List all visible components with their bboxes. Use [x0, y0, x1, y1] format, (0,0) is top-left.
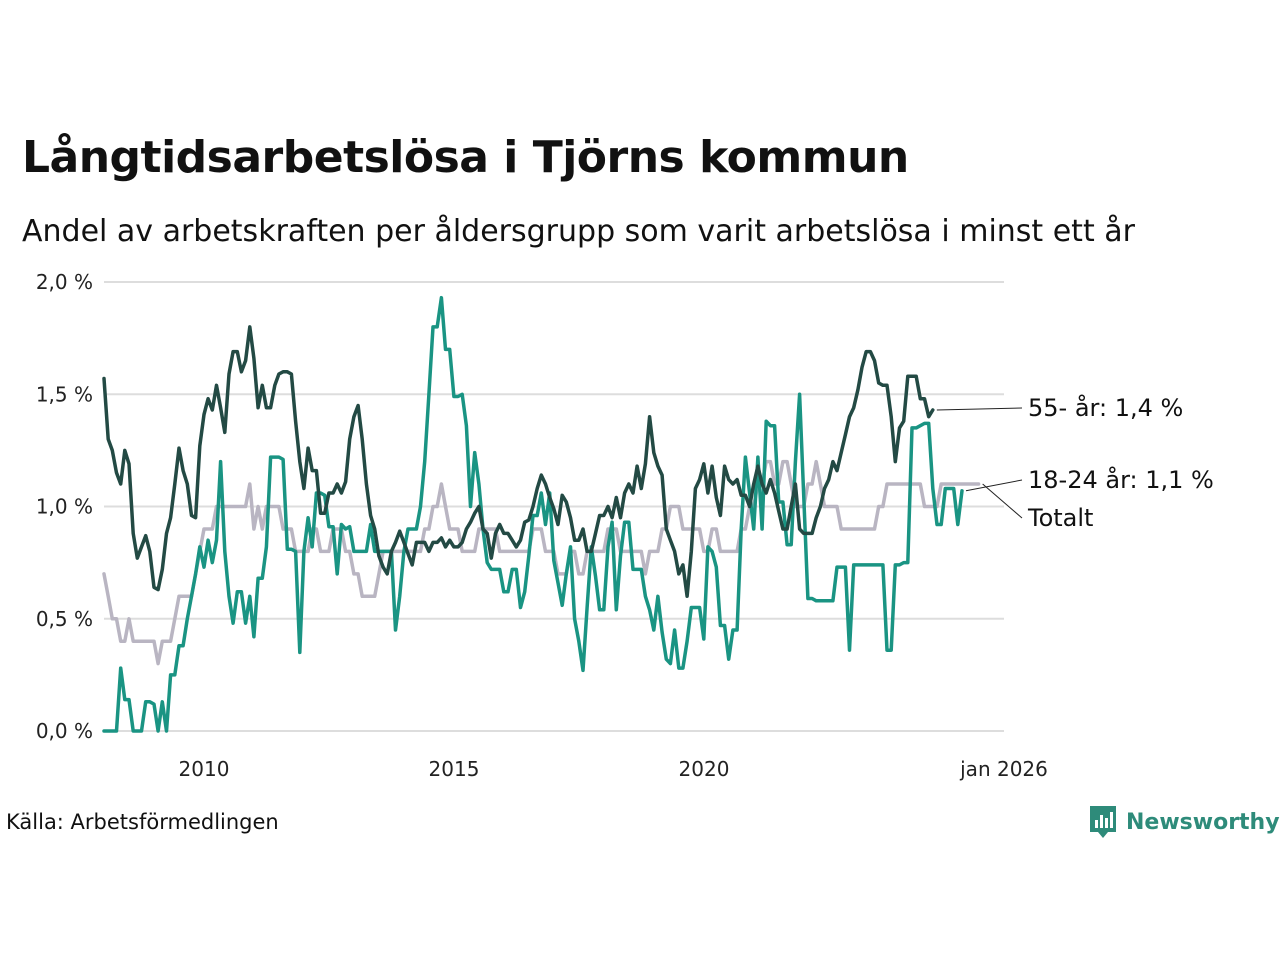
chart-title: Långtidsarbetslösa i Tjörns kommun	[22, 132, 909, 183]
y-tick-label: 0,0 %	[36, 719, 93, 743]
brand-name: Newsworthy	[1126, 809, 1280, 835]
label-leader-line	[965, 479, 1023, 492]
x-tick-label: 2010	[179, 757, 230, 781]
series-line-55-r	[102, 325, 935, 599]
end-label: Totalt	[1027, 504, 1093, 532]
x-axis-ticks: 2010 2015 2020 jan 2026	[179, 757, 1048, 781]
y-tick-label: 1,5 %	[36, 382, 93, 406]
x-tick-label: 2020	[679, 757, 730, 781]
source-note: Källa: Arbetsförmedlingen	[6, 810, 279, 834]
chart-subtitle: Andel av arbetskraften per åldersgrupp s…	[22, 214, 1135, 249]
series-lines	[102, 295, 981, 733]
line-chart: 0,0 % 0,5 % 1,0 % 1,5 % 2,0 % 2010 2015 2020 ja…	[36, 270, 1214, 781]
y-tick-label: 1,0 %	[36, 495, 93, 519]
label-leader-line	[936, 407, 1023, 411]
series-line-18-24-r	[102, 295, 964, 733]
brand-logo[interactable]: Newsworthy	[1088, 804, 1280, 840]
end-label: 18-24 år: 1,1 %	[1028, 465, 1214, 494]
end-labels: Totalt 18-24 år: 1,1 % 55- år: 1,4 %	[936, 393, 1214, 532]
y-tick-label: 0,5 %	[36, 607, 93, 631]
x-tick-label: jan 2026	[959, 757, 1048, 781]
end-label: 55- år: 1,4 %	[1028, 393, 1183, 422]
x-tick-label: 2015	[429, 757, 480, 781]
y-axis-ticks: 0,0 % 0,5 % 1,0 % 1,5 % 2,0 %	[36, 270, 93, 743]
newsworthy-logo-icon	[1090, 806, 1116, 838]
y-tick-label: 2,0 %	[36, 270, 93, 294]
label-leader-line	[982, 483, 1023, 519]
series-line-totalt	[102, 459, 981, 666]
